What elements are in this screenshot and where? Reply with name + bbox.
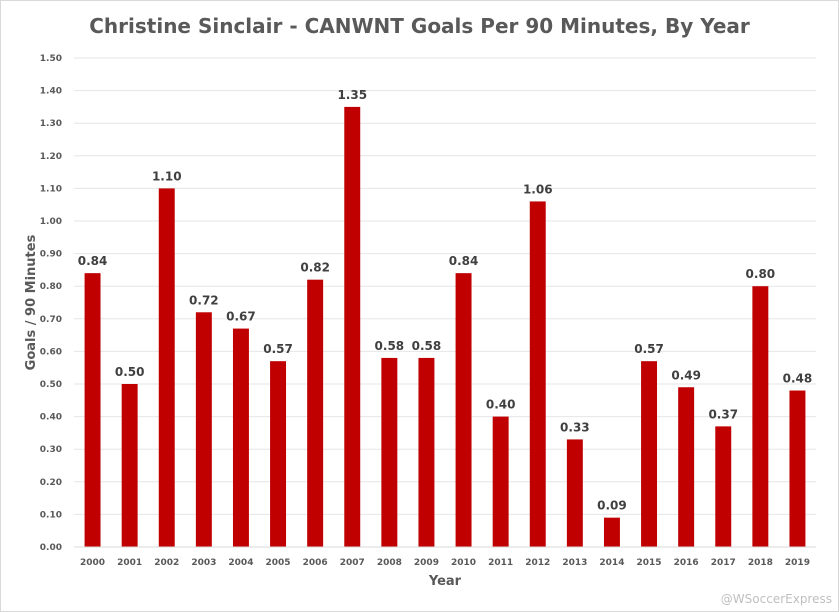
data-label: 0.58 bbox=[412, 339, 442, 353]
y-tick-label: 1.00 bbox=[40, 217, 62, 227]
data-label: 0.58 bbox=[375, 339, 405, 353]
data-label: 0.49 bbox=[671, 368, 701, 382]
bar bbox=[195, 312, 212, 547]
y-tick-label: 0.80 bbox=[40, 282, 62, 292]
watermark: @WSoccerExpress bbox=[721, 592, 832, 606]
data-label: 0.80 bbox=[746, 267, 776, 281]
x-tick-label: 2010 bbox=[451, 558, 476, 568]
x-tick-label: 2001 bbox=[117, 558, 142, 568]
bar bbox=[232, 328, 249, 547]
data-label: 0.67 bbox=[226, 310, 256, 324]
bar bbox=[121, 384, 138, 547]
data-label: 0.37 bbox=[708, 407, 738, 421]
x-tick-label: 2019 bbox=[785, 558, 810, 568]
data-label: 1.35 bbox=[337, 88, 367, 102]
bar bbox=[678, 387, 695, 547]
bar bbox=[381, 357, 398, 547]
data-label: 1.10 bbox=[152, 169, 182, 183]
x-tick-label: 2002 bbox=[154, 558, 179, 568]
y-tick-label: 0.20 bbox=[40, 478, 62, 488]
x-tick-label: 2018 bbox=[748, 558, 773, 568]
y-tick-label: 0.60 bbox=[40, 347, 62, 357]
x-tick-label: 2015 bbox=[637, 558, 662, 568]
y-tick-label: 0.10 bbox=[40, 510, 62, 520]
bar bbox=[158, 188, 175, 547]
bar bbox=[641, 361, 658, 547]
x-tick-label: 2006 bbox=[303, 558, 328, 568]
data-label: 0.33 bbox=[560, 420, 590, 434]
bar bbox=[84, 273, 101, 547]
data-label: 0.57 bbox=[634, 342, 664, 356]
x-axis-ticks: 2000 2001 2002 2003 2004 2005 2006 2007 2008 2009… bbox=[80, 558, 810, 568]
chart-title: Christine Sinclair - CANWNT Goals Per 90… bbox=[89, 14, 750, 38]
y-axis-ticks: 0.00 0.10 0.20 0.30 0.40 0.50 0.60 0.70 0.80 0.90… bbox=[40, 54, 62, 553]
bar bbox=[752, 286, 769, 547]
y-tick-label: 0.70 bbox=[40, 315, 62, 325]
x-tick-label: 2009 bbox=[414, 558, 439, 568]
bar bbox=[566, 439, 583, 547]
x-tick-label: 2013 bbox=[562, 558, 587, 568]
data-label: 0.82 bbox=[300, 261, 330, 275]
bar bbox=[270, 361, 287, 547]
gridlines bbox=[74, 57, 816, 515]
bar bbox=[455, 273, 472, 547]
bar bbox=[418, 357, 435, 547]
data-label: 0.50 bbox=[115, 365, 145, 379]
y-tick-label: 0.00 bbox=[40, 543, 62, 553]
x-tick-label: 2008 bbox=[377, 558, 402, 568]
bar bbox=[344, 106, 361, 548]
y-tick-label: 0.50 bbox=[40, 380, 62, 390]
data-label: 0.48 bbox=[783, 372, 813, 386]
y-tick-label: 0.40 bbox=[40, 413, 62, 423]
y-tick-label: 1.30 bbox=[40, 119, 62, 129]
bar bbox=[603, 517, 620, 547]
x-tick-label: 2003 bbox=[191, 558, 216, 568]
data-label: 0.57 bbox=[263, 342, 293, 356]
bar bbox=[715, 426, 732, 547]
x-tick-label: 2005 bbox=[266, 558, 291, 568]
bar bbox=[789, 390, 806, 547]
data-label: 0.09 bbox=[597, 499, 627, 513]
x-tick-label: 2004 bbox=[228, 558, 253, 568]
bar bbox=[307, 279, 324, 547]
y-tick-label: 1.20 bbox=[40, 152, 62, 162]
data-label: 0.40 bbox=[486, 398, 516, 412]
y-tick-label: 0.30 bbox=[40, 445, 62, 455]
data-labels: 0.84 0.50 1.10 0.72 0.67 0.57 0.82 1.35 0.58 0.58… bbox=[78, 88, 813, 513]
bar bbox=[492, 416, 509, 547]
x-tick-label: 2000 bbox=[80, 558, 105, 568]
x-tick-label: 2007 bbox=[340, 558, 365, 568]
y-tick-label: 1.40 bbox=[40, 87, 62, 97]
x-tick-label: 2012 bbox=[525, 558, 550, 568]
x-tick-label: 2016 bbox=[674, 558, 699, 568]
data-label: 0.84 bbox=[78, 254, 108, 268]
y-axis-title: Goals / 90 Minutes bbox=[24, 234, 39, 370]
x-tick-label: 2017 bbox=[711, 558, 736, 568]
x-axis-title: Year bbox=[428, 574, 462, 589]
y-tick-label: 0.90 bbox=[40, 250, 62, 260]
x-tick-label: 2014 bbox=[599, 558, 624, 568]
bars bbox=[84, 106, 806, 548]
data-label: 0.72 bbox=[189, 293, 219, 307]
x-tick-label: 2011 bbox=[488, 558, 513, 568]
y-tick-label: 1.50 bbox=[40, 54, 62, 64]
bar bbox=[529, 201, 546, 547]
data-label: 1.06 bbox=[523, 182, 553, 196]
data-label: 0.84 bbox=[449, 254, 479, 268]
y-tick-label: 1.10 bbox=[40, 184, 62, 194]
